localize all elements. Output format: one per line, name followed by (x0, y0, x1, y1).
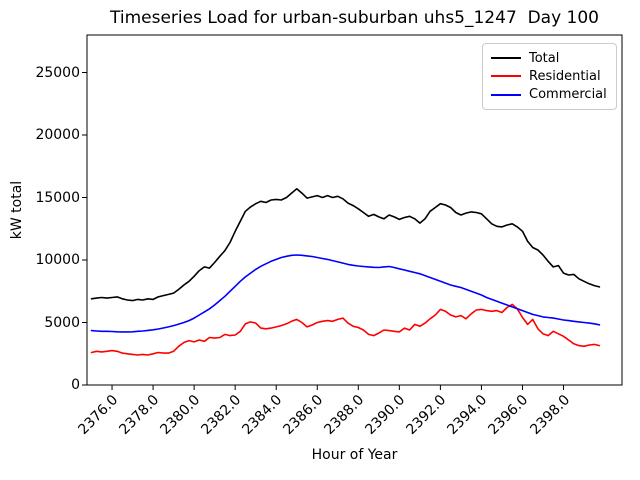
legend-line-sample (491, 57, 521, 60)
residential-line (90, 303, 601, 356)
y-tick-label: 20000 (35, 127, 80, 143)
legend-entry-commercial: Commercial (491, 86, 608, 104)
legend-entry-total: Total (491, 49, 608, 67)
legend-entry-residential: Residential (491, 67, 608, 85)
legend-line-sample (491, 75, 521, 78)
chart-title: Timeseries Load for urban-suburban uhs5_… (110, 8, 599, 28)
commercial-line (90, 254, 601, 333)
y-tick-label: 25000 (35, 64, 80, 81)
y-tick-label: 10000 (35, 252, 80, 268)
legend-label: Residential (529, 68, 601, 84)
x-ticks (111, 385, 565, 390)
legend-label: Total (529, 50, 560, 66)
total-line (90, 188, 601, 302)
legend-line-sample (491, 93, 521, 96)
y-tick-label: 5000 (44, 314, 80, 331)
x-axis-label: Hour of Year (311, 447, 398, 463)
y-ticks (82, 72, 87, 386)
y-tick-label: 0 (71, 377, 80, 393)
legend-label: Commercial (529, 87, 607, 103)
y-tick-label: 15000 (35, 189, 80, 206)
axes-frame (86, 34, 623, 386)
legend: Total Residential Commercial (482, 43, 617, 110)
